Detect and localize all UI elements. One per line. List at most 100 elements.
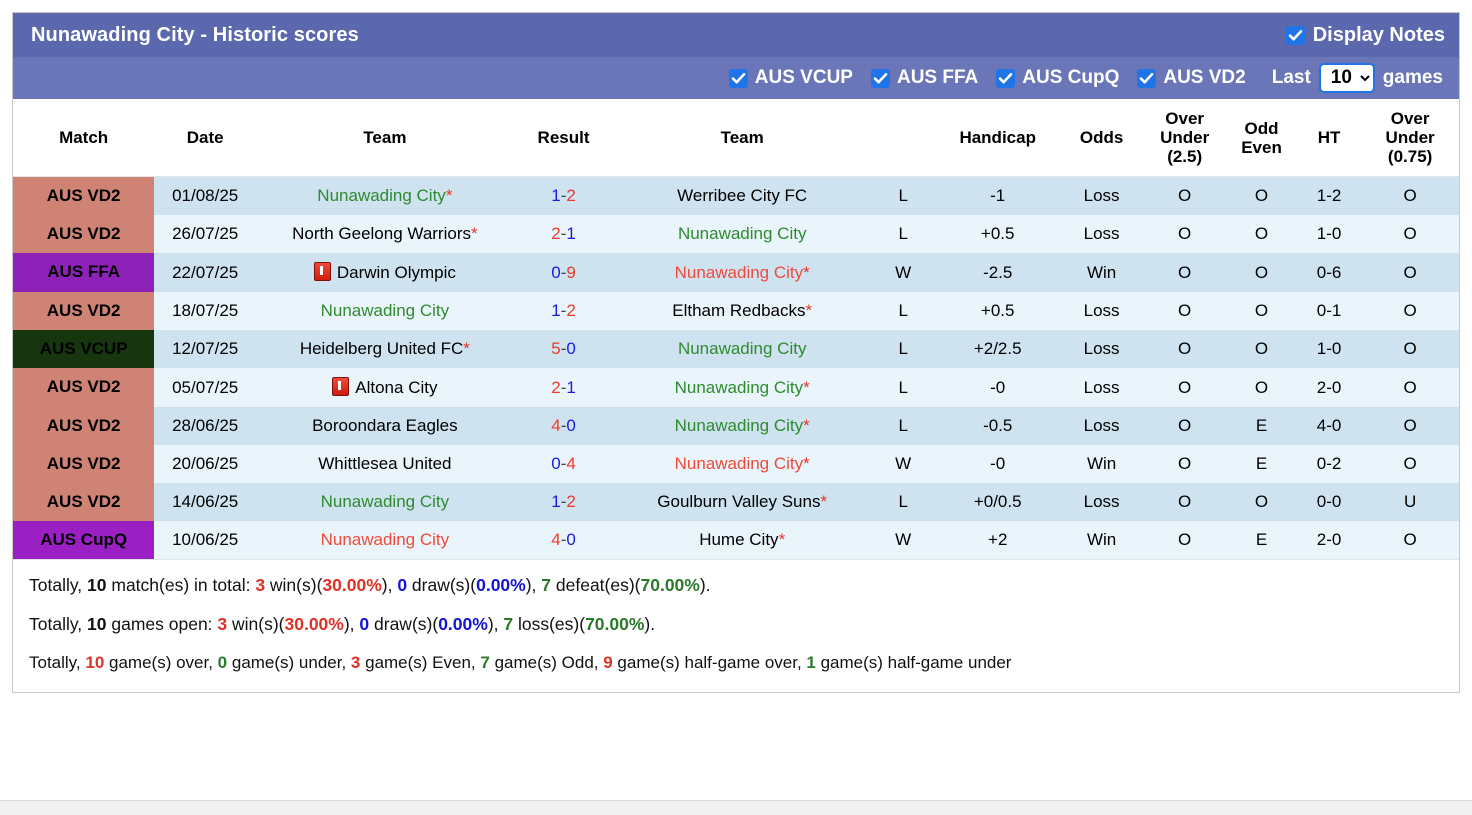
away-team-cell[interactable]: Nunawading City* (613, 445, 871, 484)
team-name: Heidelberg United FC (299, 339, 464, 359)
result-score[interactable]: 2-1 (513, 215, 614, 254)
table-row[interactable]: AUS FFA 22/07/25 Darwin Olympic 0-9 Nunawadi… (13, 253, 1459, 293)
summary-text: win(s)( (227, 614, 285, 635)
team-name: Hume City (699, 530, 779, 550)
col-header-over-under-075[interactable]: Over Under (0.75) (1361, 99, 1459, 178)
col-header-handicap[interactable]: Handicap (935, 99, 1061, 178)
summary-line-matches: Totally, 10 match(es) in total: 3 win(s)… (27, 566, 1445, 605)
col-header-date[interactable]: Date (154, 99, 257, 178)
checkbox-icon[interactable] (1137, 68, 1157, 88)
home-team-cell[interactable]: North Geelong Warriors* (256, 215, 514, 254)
home-team-cell[interactable]: Heidelberg United FC* (256, 330, 514, 369)
result-score[interactable]: 1-2 (513, 176, 614, 216)
odds-result: Loss (1060, 330, 1144, 369)
result-score[interactable]: 2-1 (513, 368, 614, 408)
result-score[interactable]: 5-0 (513, 330, 614, 369)
league-badge[interactable]: AUS FFA (13, 253, 155, 293)
league-badge[interactable]: AUS VD2 (13, 292, 155, 331)
home-team-cell[interactable]: Nunawading City* (256, 176, 514, 216)
table-row[interactable]: AUS VD2 18/07/25 Nunawading City 1-2 Eltham … (13, 292, 1459, 331)
odd-even-value: O (1226, 292, 1297, 331)
home-marker-asterisk: * (820, 492, 828, 512)
home-team-cell[interactable]: Darwin Olympic (256, 253, 514, 293)
home-team-cell[interactable]: Nunawading City (256, 483, 514, 522)
col-header-odd-even[interactable]: Odd Even (1226, 99, 1297, 178)
match-date: 12/07/25 (154, 330, 257, 369)
display-notes-label: Display Notes (1312, 23, 1445, 46)
col-header-home-team[interactable]: Team (256, 99, 514, 178)
odds-result: Loss (1060, 292, 1144, 331)
home-team-cell[interactable]: Altona City (256, 368, 514, 408)
result-score[interactable]: 1-2 (513, 292, 614, 331)
match-date: 20/06/25 (154, 445, 257, 484)
table-row[interactable]: AUS VD2 05/07/25 Altona City 2-1 Nunawading … (13, 368, 1459, 408)
summary-text: Totally, (29, 653, 86, 673)
away-score: 1 (566, 377, 576, 397)
checkbox-icon[interactable] (996, 68, 1016, 88)
col-header-away-team[interactable]: Team (613, 99, 871, 178)
away-team-cell[interactable]: Goulburn Valley Suns* (613, 483, 871, 522)
league-badge[interactable]: AUS VD2 (13, 483, 155, 522)
away-team-cell[interactable]: Nunawading City (613, 330, 871, 369)
result-score[interactable]: 4-0 (513, 521, 614, 560)
home-marker-asterisk: * (805, 301, 813, 321)
home-marker-asterisk: * (463, 339, 470, 359)
home-team-cell[interactable]: Whittlesea United (256, 445, 514, 484)
checkbox-icon[interactable] (728, 68, 748, 88)
summary-line-open: Totally, 10 games open: 3 win(s)(30.00%)… (27, 605, 1445, 644)
table-row[interactable]: AUS VD2 20/06/25 Whittlesea United 0-4 Nunaw… (13, 445, 1459, 484)
result-score[interactable]: 1-2 (513, 483, 614, 522)
col-header-result[interactable]: Result (513, 99, 614, 178)
league-badge[interactable]: AUS VD2 (13, 407, 155, 446)
result-score[interactable]: 0-9 (513, 253, 614, 293)
odd-even-value: O (1226, 483, 1297, 522)
table-row[interactable]: AUS VD2 28/06/25 Boroondara Eagles 4-0 Nunaw… (13, 407, 1459, 446)
home-team-cell[interactable]: Nunawading City (256, 521, 514, 560)
odd-even-value: O (1226, 176, 1297, 216)
home-team-cell[interactable]: Nunawading City (256, 292, 514, 331)
filter-aus-vd2[interactable]: AUS VD2 (1137, 67, 1246, 89)
checkbox-icon[interactable] (870, 68, 890, 88)
odds-result: Loss (1060, 368, 1144, 408)
half-time-score: 4-0 (1296, 407, 1362, 446)
table-row[interactable]: AUS VD2 14/06/25 Nunawading City 1-2 Goulbur… (13, 483, 1459, 522)
col-header-over-under-25[interactable]: Over Under (2.5) (1143, 99, 1227, 178)
filter-aus-vcup[interactable]: AUS VCUP (728, 67, 853, 89)
away-team-cell[interactable]: Werribee City FC (613, 176, 871, 216)
table-row[interactable]: AUS CupQ 10/06/25 Nunawading City 4-0 Hume C… (13, 521, 1459, 560)
away-team-cell[interactable]: Nunawading City (613, 215, 871, 254)
table-row[interactable]: AUS VD2 26/07/25 North Geelong Warriors* 2-… (13, 215, 1459, 254)
home-team-cell[interactable]: Boroondara Eagles (256, 407, 514, 446)
league-badge[interactable]: AUS CupQ (13, 521, 155, 560)
col-header-ht[interactable]: HT (1296, 99, 1362, 178)
league-badge[interactable]: AUS VD2 (13, 445, 155, 484)
league-badge[interactable]: AUS VD2 (13, 368, 155, 408)
league-badge[interactable]: AUS VD2 (13, 176, 155, 216)
match-date: 10/06/25 (154, 521, 257, 560)
table-row[interactable]: AUS VD2 01/08/25 Nunawading City* 1-2 Werrib… (13, 176, 1459, 216)
table-row[interactable]: AUS VCUP 12/07/25 Heidelberg United FC* 5-0… (13, 330, 1459, 369)
league-badge[interactable]: AUS VD2 (13, 215, 155, 254)
away-team-cell[interactable]: Hume City* (613, 521, 871, 560)
match-date: 18/07/25 (154, 292, 257, 331)
historic-scores-table: Match Date Team Result Team Handicap Odd… (13, 99, 1459, 560)
away-team-cell[interactable]: Nunawading City* (613, 368, 871, 408)
display-notes-checkbox[interactable] (1285, 25, 1305, 45)
odd-even-value: O (1226, 330, 1297, 369)
result-score[interactable]: 0-4 (513, 445, 614, 484)
display-notes-control[interactable]: Display Notes (1285, 23, 1445, 47)
col-header-line2: Under (1385, 128, 1435, 148)
away-team-cell[interactable]: Eltham Redbacks* (613, 292, 871, 331)
away-team-cell[interactable]: Nunawading City* (613, 253, 871, 293)
col-header-odds[interactable]: Odds (1060, 99, 1144, 178)
league-badge[interactable]: AUS VCUP (13, 330, 155, 369)
filter-aus-ffa[interactable]: AUS FFA (870, 67, 978, 89)
result-score[interactable]: 4-0 (513, 407, 614, 446)
home-marker-asterisk: * (803, 416, 810, 436)
games-count-select[interactable]: 10203050 (1318, 63, 1375, 93)
col-header-match[interactable]: Match (13, 99, 155, 178)
summary-text: game(s) half-game under (815, 653, 1012, 673)
away-team-cell[interactable]: Nunawading City* (613, 407, 871, 446)
summary-text: win(s)( (265, 575, 323, 596)
filter-aus-cupq[interactable]: AUS CupQ (996, 67, 1119, 89)
